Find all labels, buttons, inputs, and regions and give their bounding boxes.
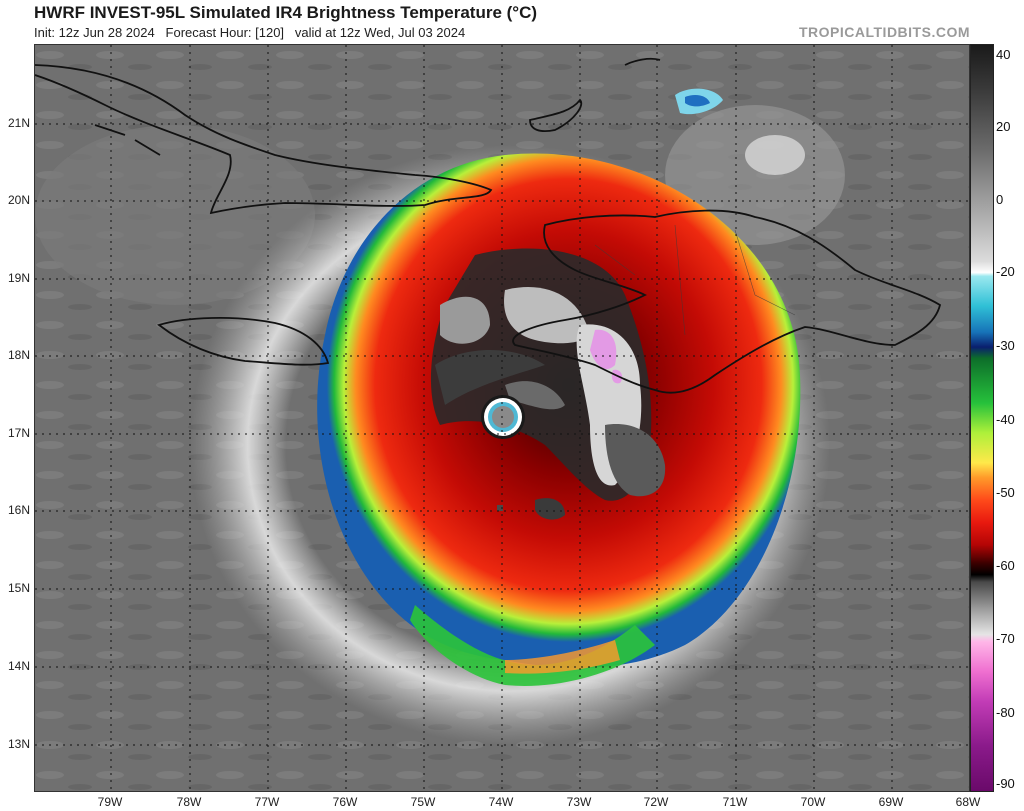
colorbar-label: -80 — [996, 705, 1015, 720]
colorbar-label: 40 — [996, 47, 1011, 62]
lat-label: 14N — [7, 659, 30, 673]
lon-label: 70W — [800, 795, 826, 809]
lat-label: 20N — [7, 193, 30, 207]
valid-time: valid at 12z Wed, Jul 03 2024 — [294, 25, 466, 40]
lon-label: 68W — [955, 795, 981, 809]
lon-label: 69W — [878, 795, 904, 809]
colorbar-label: 20 — [996, 119, 1011, 134]
lat-label: 13N — [7, 737, 30, 751]
init-time: Init: 12z Jun 28 2024 — [34, 25, 155, 40]
lat-label: 16N — [7, 503, 30, 517]
lon-label: 74W — [488, 795, 514, 809]
colorbar-label: -20 — [996, 264, 1015, 279]
colorbar-label: -30 — [996, 338, 1015, 353]
colorbar-label: -70 — [996, 631, 1015, 646]
site-credit: TROPICALTIDBITS.COM — [798, 24, 970, 40]
lon-label: 71W — [722, 795, 748, 809]
lon-label: 79W — [97, 795, 123, 809]
lat-label: 19N — [7, 271, 30, 285]
map-title: HWRF INVEST-95L Simulated IR4 Brightness… — [34, 3, 538, 22]
lon-label: 72W — [643, 795, 669, 809]
coastlines — [35, 57, 942, 394]
lat-label: 15N — [7, 581, 30, 595]
lon-label: 76W — [332, 795, 358, 809]
colorbar-label: 0 — [996, 192, 1004, 207]
storm-imagery — [35, 45, 969, 791]
colorbar-label: -50 — [996, 485, 1015, 500]
lon-label: 73W — [566, 795, 592, 809]
colorbar-label: -90 — [996, 776, 1015, 791]
map-subtitle: Init: 12z Jun 28 2024 Forecast Hour: [12… — [34, 25, 465, 40]
lon-label: 75W — [410, 795, 436, 809]
lat-label: 17N — [7, 426, 30, 440]
temperature-colorbar — [970, 44, 994, 792]
lon-label: 78W — [176, 795, 202, 809]
lat-label: 21N — [7, 116, 30, 130]
satellite-map — [34, 44, 970, 792]
colorbar-label: -40 — [996, 412, 1015, 427]
forecast-hour: Forecast Hour: [120] — [165, 25, 285, 40]
graticule — [35, 45, 969, 791]
lon-label: 77W — [254, 795, 280, 809]
lat-label: 18N — [7, 348, 30, 362]
colorbar-label: -60 — [996, 558, 1015, 573]
